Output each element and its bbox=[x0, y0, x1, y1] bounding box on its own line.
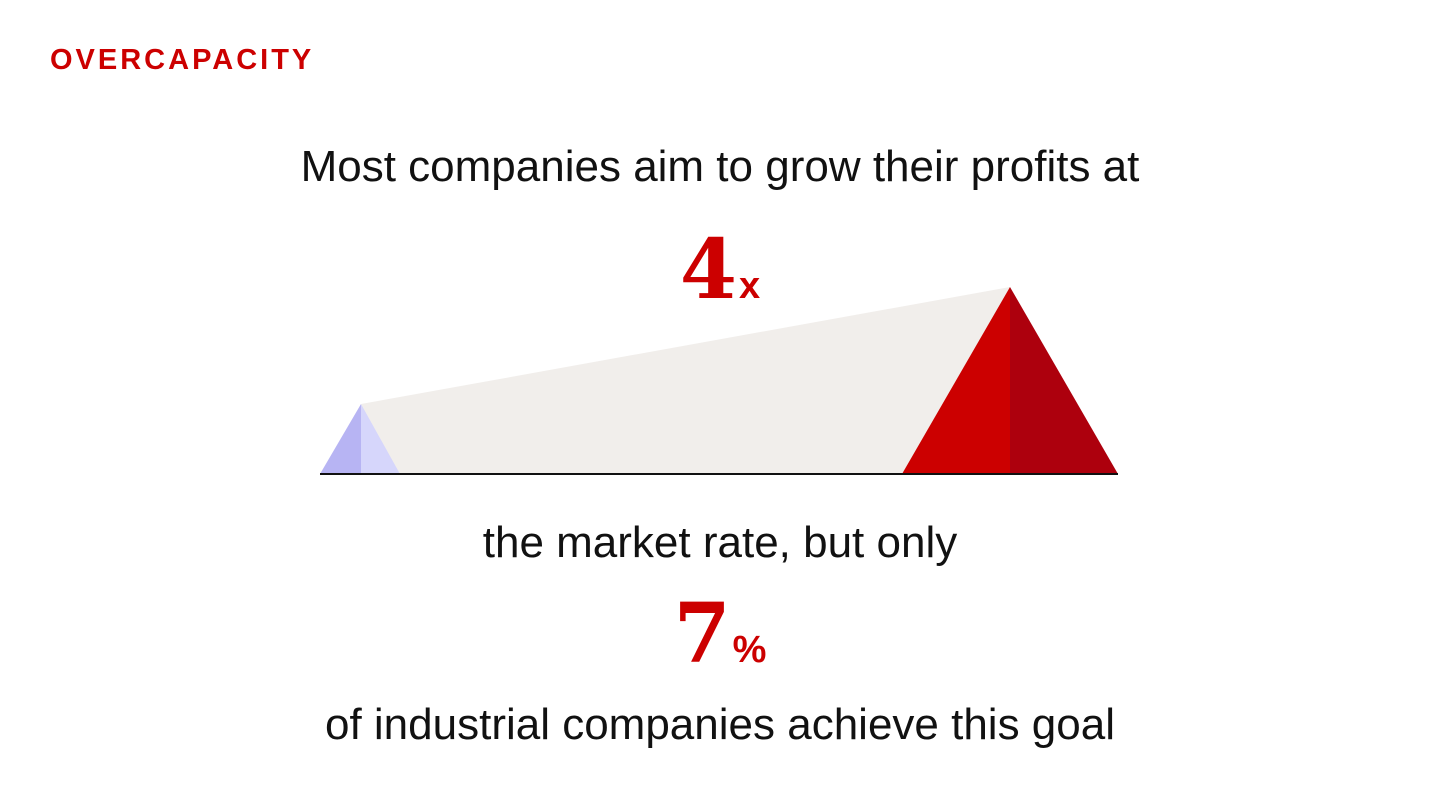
market-triangle-left-face bbox=[320, 404, 361, 474]
market-triangle-right-face bbox=[361, 404, 400, 474]
stat-4x-unit: x bbox=[738, 265, 761, 307]
headline-line-2: the market rate, but only bbox=[482, 518, 958, 567]
headline-line-1: Most companies aim to grow their profits… bbox=[300, 142, 1140, 191]
stat-7pct: 7% bbox=[0, 586, 1440, 682]
stat-7pct-unit: % bbox=[732, 629, 767, 671]
stat-7pct-value: 7 bbox=[673, 586, 731, 682]
target-triangle-left-face bbox=[902, 287, 1010, 474]
growth-band bbox=[361, 287, 1010, 474]
stat-4x: 4x bbox=[0, 222, 1440, 318]
target-triangle-right-face bbox=[1010, 287, 1118, 474]
headline-line-3: of industrial companies achieve this goa… bbox=[324, 700, 1115, 749]
section-label: OVERCAPACITY bbox=[50, 44, 315, 76]
stat-4x-value: 4 bbox=[679, 222, 737, 318]
